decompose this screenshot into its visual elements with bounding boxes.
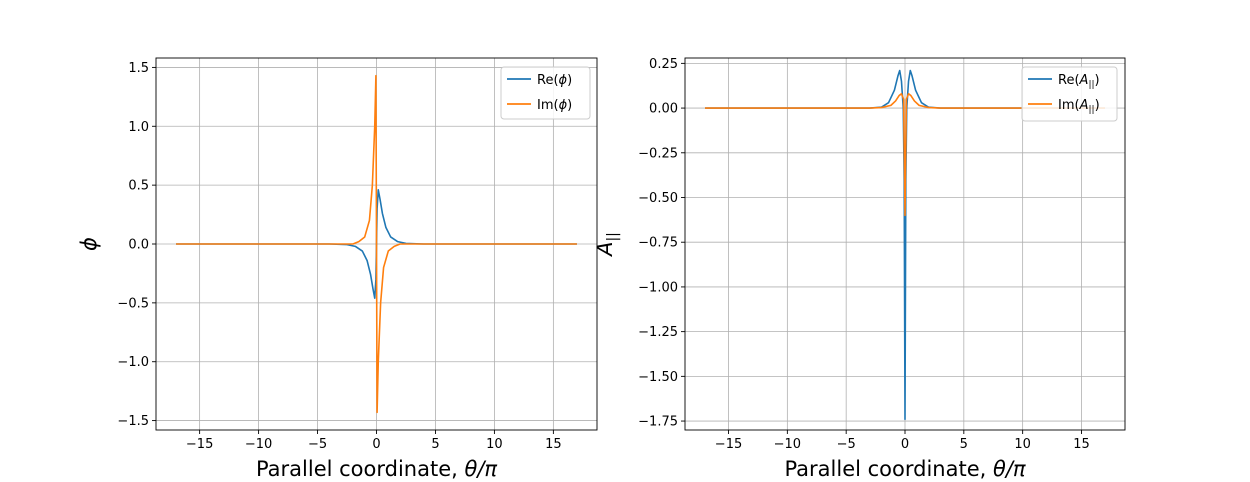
legend-label: Re(A||): [1058, 73, 1100, 90]
y-tick-label: −1.25: [638, 325, 678, 340]
y-tick-label: −0.50: [638, 191, 678, 206]
x-tick-label: 10: [486, 437, 503, 452]
x-tick-label: 5: [960, 437, 968, 452]
x-tick-label: 0: [372, 437, 380, 452]
legend: Re(A||) Im(A||): [1021, 66, 1118, 122]
x-tick-label: 10: [1014, 437, 1031, 452]
x-tick-label: −10: [774, 437, 801, 452]
y-tick-label: −1.75: [638, 415, 678, 430]
y-tick-label: 1.0: [128, 120, 149, 135]
y-tick-label: −1.00: [638, 280, 678, 295]
x-tick-label: −5: [837, 437, 856, 452]
y-tick-label: 0.0: [128, 238, 149, 253]
y-tick-label: 0.25: [649, 57, 678, 72]
x-tick-label: 15: [545, 437, 562, 452]
x-tick-label: 15: [1073, 437, 1090, 452]
y-axis-label: A||: [593, 232, 621, 258]
x-tick-label: 5: [431, 437, 439, 452]
x-tick-label: −10: [245, 437, 272, 452]
y-tick-label: 1.5: [128, 61, 149, 76]
x-tick-label: −15: [186, 437, 213, 452]
y-tick-label: −1.50: [638, 370, 678, 385]
y-tick-label: −0.5: [117, 296, 149, 311]
x-tick-label: 0: [901, 437, 909, 452]
x-axis-label: Parallel coordinate, θ/π: [256, 457, 497, 481]
legend-label: Im(ϕ): [537, 98, 572, 113]
x-axis-label: Parallel coordinate, θ/π: [784, 457, 1025, 481]
y-tick-label: −1.5: [117, 414, 149, 429]
chart-2: −15 −10 −5 0 5 10 15 0.25 0.00 −0.25 −0.50 −0.75 −1.…: [593, 57, 1126, 481]
chart-1: −15 −10 −5 0 5 10 15 −1.5 −1.0 −0.5 0.0 0.5 1.0 1.5 Pa…: [77, 57, 598, 481]
y-axis-label: ϕ: [77, 237, 101, 251]
y-tick-label: −0.25: [638, 146, 678, 161]
x-tick-label: −15: [715, 437, 742, 452]
y-tick-label: −0.75: [638, 236, 678, 251]
y-tick-label: 0.5: [128, 179, 149, 194]
x-tick-label: −5: [308, 437, 327, 452]
series-line-im: [705, 92, 1105, 217]
legend: Re(ϕ) Im(ϕ): [500, 66, 591, 120]
legend-label: Im(A||): [1058, 98, 1100, 115]
y-tick-label: −1.0: [117, 355, 149, 370]
y-tick-label: 0.00: [649, 102, 678, 117]
legend-label: Re(ϕ): [537, 73, 572, 88]
series-line-im: [176, 74, 577, 414]
series-line-re: [705, 69, 1105, 421]
